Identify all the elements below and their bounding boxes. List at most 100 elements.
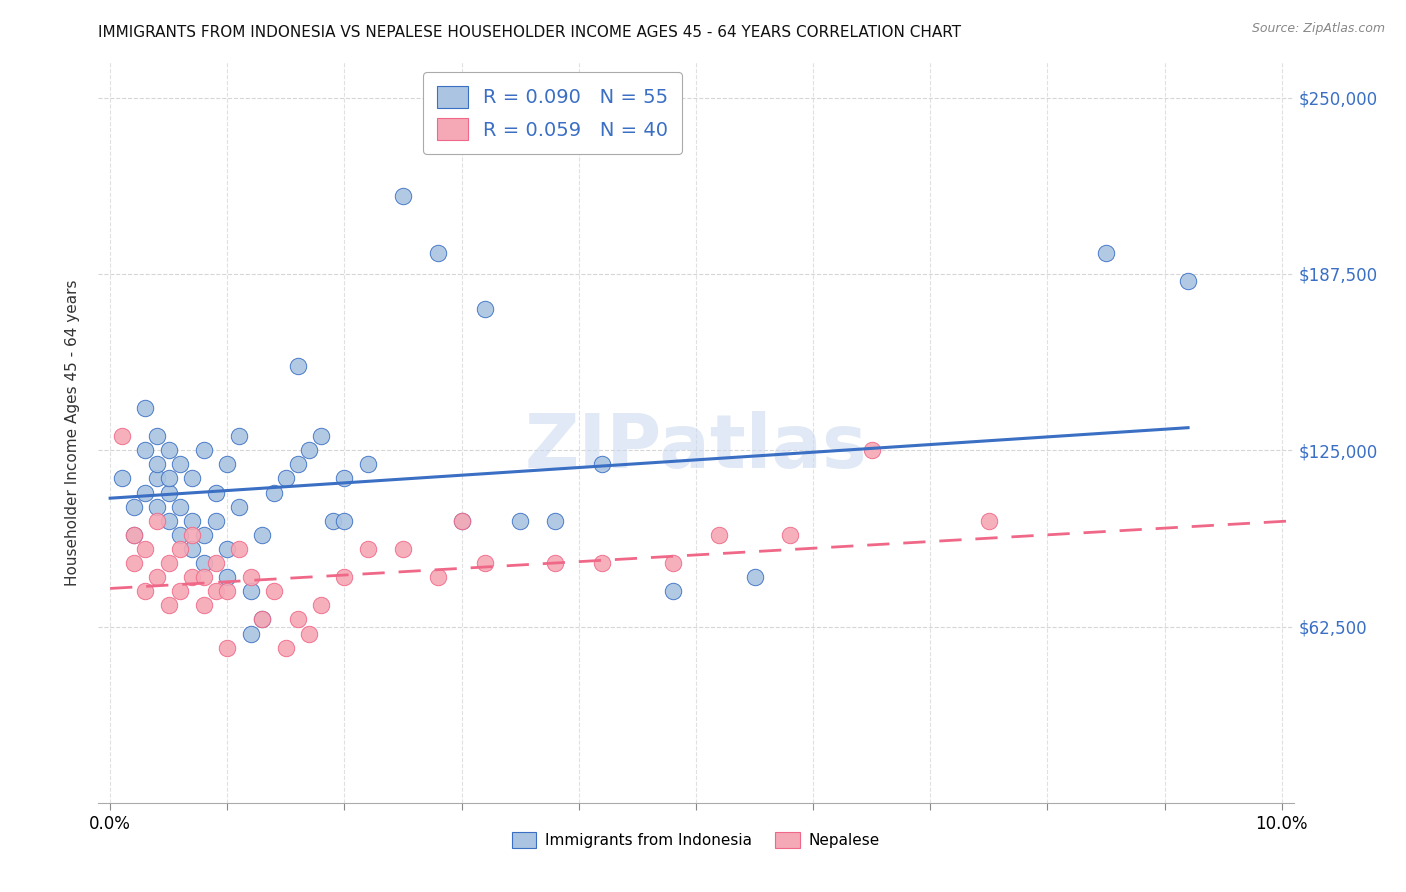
Point <box>450 514 472 528</box>
Point <box>544 514 567 528</box>
Point <box>217 541 239 556</box>
Point <box>333 514 356 528</box>
Text: IMMIGRANTS FROM INDONESIA VS NEPALESE HOUSEHOLDER INCOME AGES 45 - 64 YEARS CORR: IMMIGRANTS FROM INDONESIA VS NEPALESE HO… <box>98 26 962 40</box>
Point <box>298 626 321 640</box>
Point <box>1095 245 1118 260</box>
Point <box>357 541 380 556</box>
Point <box>134 584 156 599</box>
Y-axis label: Householder Income Ages 45 - 64 years: Householder Income Ages 45 - 64 years <box>65 279 80 586</box>
Point <box>228 541 250 556</box>
Point <box>134 401 156 415</box>
Point <box>193 528 215 542</box>
Point <box>193 570 215 584</box>
Point <box>427 245 450 260</box>
Point <box>252 528 274 542</box>
Point <box>333 471 356 485</box>
Point <box>239 584 262 599</box>
Point <box>591 556 613 570</box>
Point <box>157 556 180 570</box>
Point <box>181 528 204 542</box>
Point <box>169 541 191 556</box>
Point <box>977 514 1000 528</box>
Point <box>181 514 204 528</box>
Point <box>287 359 309 373</box>
Point <box>169 500 191 514</box>
Point <box>181 471 204 485</box>
Point <box>204 556 226 570</box>
Point <box>134 443 156 458</box>
Point <box>122 528 145 542</box>
Point <box>146 471 169 485</box>
Point <box>111 471 134 485</box>
Point <box>146 500 169 514</box>
Point <box>287 612 309 626</box>
Point <box>661 556 683 570</box>
Point <box>239 626 262 640</box>
Point <box>263 485 285 500</box>
Point <box>217 570 239 584</box>
Point <box>204 584 226 599</box>
Point <box>146 458 169 472</box>
Point <box>122 556 145 570</box>
Text: ZIPatlas: ZIPatlas <box>524 411 868 484</box>
Point <box>474 556 496 570</box>
Point <box>274 471 297 485</box>
Point <box>779 528 801 542</box>
Point <box>217 640 239 655</box>
Point <box>181 541 204 556</box>
Point <box>709 528 731 542</box>
Point <box>204 485 226 500</box>
Point <box>309 599 332 613</box>
Point <box>287 458 309 472</box>
Point <box>134 541 156 556</box>
Text: Source: ZipAtlas.com: Source: ZipAtlas.com <box>1251 22 1385 36</box>
Point <box>146 570 169 584</box>
Point <box>228 500 250 514</box>
Point <box>157 471 180 485</box>
Point <box>392 541 415 556</box>
Point <box>357 458 380 472</box>
Point <box>157 485 180 500</box>
Point <box>252 612 274 626</box>
Point <box>274 640 297 655</box>
Point <box>544 556 567 570</box>
Point <box>157 443 180 458</box>
Point <box>157 514 180 528</box>
Point <box>860 443 883 458</box>
Point <box>193 443 215 458</box>
Point <box>591 458 613 472</box>
Point <box>134 485 156 500</box>
Point <box>239 570 262 584</box>
Point <box>322 514 344 528</box>
Point <box>157 599 180 613</box>
Point <box>146 429 169 443</box>
Legend: Immigrants from Indonesia, Nepalese: Immigrants from Indonesia, Nepalese <box>506 826 886 855</box>
Point <box>744 570 766 584</box>
Point <box>474 302 496 317</box>
Point <box>228 429 250 443</box>
Point <box>193 556 215 570</box>
Point <box>427 570 450 584</box>
Point <box>169 458 191 472</box>
Point <box>146 514 169 528</box>
Point <box>263 584 285 599</box>
Point <box>509 514 531 528</box>
Point <box>252 612 274 626</box>
Point <box>217 458 239 472</box>
Point <box>450 514 472 528</box>
Point <box>298 443 321 458</box>
Point <box>193 599 215 613</box>
Point <box>204 514 226 528</box>
Point <box>169 528 191 542</box>
Point <box>181 570 204 584</box>
Point <box>333 570 356 584</box>
Point <box>169 584 191 599</box>
Point <box>122 500 145 514</box>
Point <box>392 189 415 203</box>
Point <box>122 528 145 542</box>
Point <box>1177 274 1199 288</box>
Point <box>661 584 683 599</box>
Point <box>217 584 239 599</box>
Point <box>309 429 332 443</box>
Point <box>111 429 134 443</box>
